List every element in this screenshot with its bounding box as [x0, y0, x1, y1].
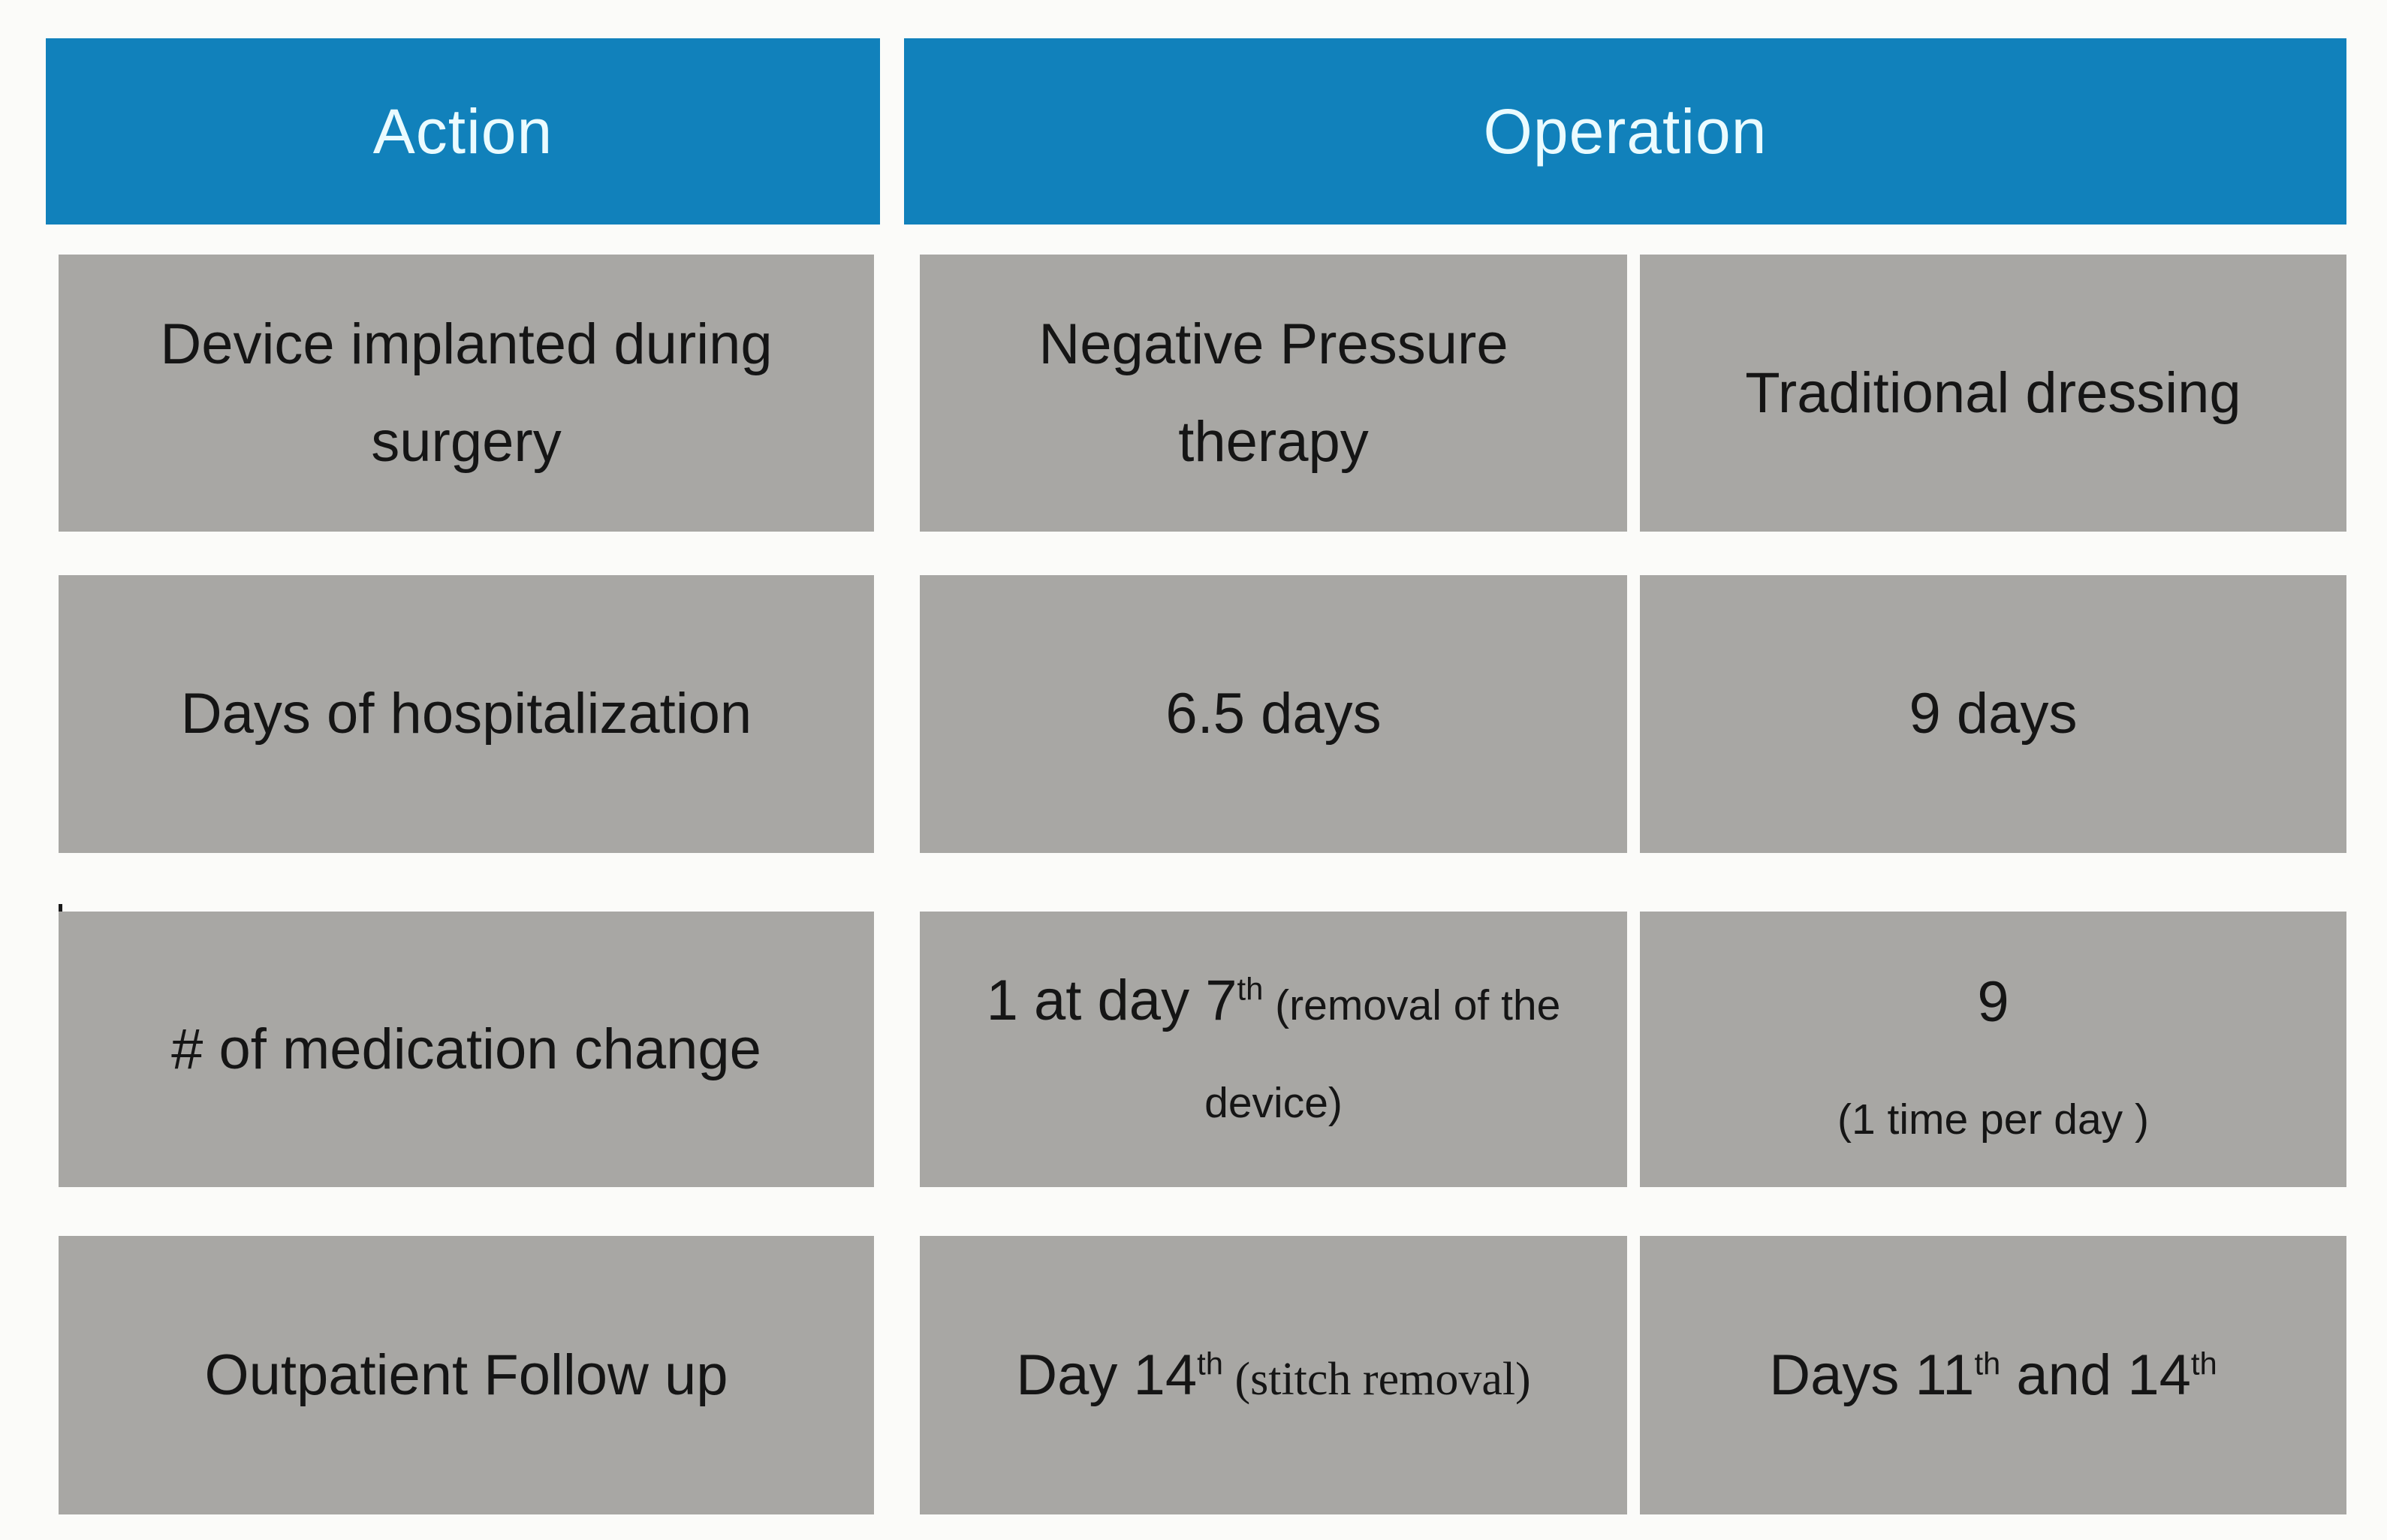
cell-trad-medication: 9 (1 time per day ) [1640, 912, 2346, 1187]
cell-npt-hospitalization: 6.5 days [920, 575, 1627, 853]
cell-npt-medication: 1 at day 7th (removal of the device) [920, 912, 1627, 1187]
cell-note: (removal of the device) [1204, 981, 1561, 1127]
cell-text: Negative Pressure therapy [1038, 312, 1508, 474]
row-label-text: # of medication change [171, 1017, 761, 1081]
cell-text: Days 11th and 14th [1769, 1343, 2217, 1407]
cell-npt-device: Negative Pressure therapy [920, 255, 1627, 532]
cell-text: 1 at day 7th (removal of the device) [986, 969, 1561, 1127]
header-action-label: Action [372, 95, 553, 167]
cell-trad-device: Traditional dressing [1640, 255, 2346, 532]
cell-text: 9 days [1909, 682, 2078, 746]
cell-text: Day 14th (stitch removal) [1016, 1343, 1531, 1407]
cell-trad-hospitalization: 9 days [1640, 575, 2346, 853]
row-label-days-hospitalization: Days of hospitalization [59, 575, 874, 853]
ordinal-superscript: th [2190, 1346, 2217, 1382]
row-label-text: Days of hospitalization [180, 682, 752, 746]
cell-npt-followup: Day 14th (stitch removal) [920, 1236, 1627, 1514]
cell-trad-followup: Days 11th and 14th [1640, 1236, 2346, 1514]
ordinal-superscript: th [1974, 1346, 2001, 1382]
row-label-outpatient-followup: Outpatient Follow up [59, 1236, 874, 1514]
row-label-text: Device implanted during surgery [160, 312, 773, 474]
cell-note: (stitch removal) [1222, 1353, 1531, 1405]
cell-text: 6.5 days [1165, 682, 1382, 746]
header-cell-action: Action [46, 38, 880, 225]
cell-subnote: (1 time per day ) [1837, 1095, 2149, 1144]
cell-text: 9 [1977, 969, 2009, 1034]
header-operation-label: Operation [1483, 95, 1768, 167]
cell-text: Traditional dressing [1745, 360, 2241, 425]
row-label-device-implanted: Device implanted during surgery [59, 255, 874, 532]
row-label-medication-change: # of medication change [59, 912, 874, 1187]
row-label-text: Outpatient Follow up [204, 1343, 728, 1407]
ordinal-superscript: th [1197, 1346, 1223, 1382]
header-cell-operation: Operation [904, 38, 2346, 225]
ordinal-superscript: th [1237, 971, 1264, 1007]
